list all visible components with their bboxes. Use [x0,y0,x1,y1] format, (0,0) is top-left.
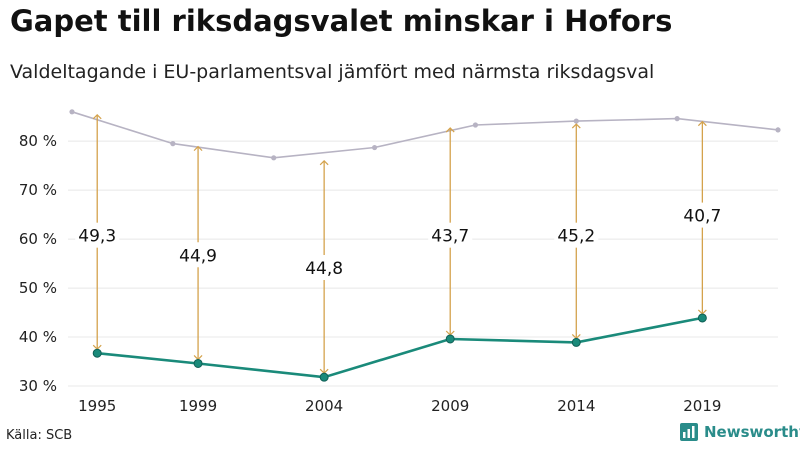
eu-point [571,337,581,347]
eu-line [97,316,703,379]
x-tick-label: 1995 [78,397,116,415]
eu-series [92,313,707,382]
gap-label: 44,8 [305,259,343,279]
riksdag-point [271,155,277,161]
x-tick-label: 2019 [683,397,721,415]
y-tick-label: 40 % [19,328,57,346]
y-tick-label: 30 % [19,377,57,395]
riksdag-point [674,116,680,122]
brand-name: Newsworthy [704,423,800,441]
gap-label: 43,7 [431,227,469,247]
gap-label-bg [302,254,347,280]
brand-logo[interactable]: Newsworthy [680,423,800,441]
gap-label: 40,7 [683,207,721,227]
grid-lines [68,140,778,387]
x-tick-label: 1999 [179,397,217,415]
gap-label: 44,9 [179,246,217,266]
eu-point [445,334,455,344]
gap-label-bg [428,222,473,248]
riksdag-series [69,109,781,161]
eu-point [697,313,707,323]
x-tick-label: 2009 [431,397,469,415]
riksdag-point [170,141,176,147]
source-note: Källa: SCB [6,428,73,443]
riksdag-point [573,118,579,124]
y-tick-label: 60 % [19,230,57,248]
riksdag-point [775,127,781,133]
riksdag-point [371,144,378,151]
riksdag-point [472,122,479,128]
eu-point [92,348,102,358]
gap-label-bg [680,202,725,228]
y-tick-label: 50 % [19,279,57,297]
eu-point [319,372,329,382]
y-axis: 30 % 40 % 50 % 60 % 70 % 80 % [19,132,57,395]
eu-point [193,358,203,368]
riksdag-line [71,111,779,159]
chart-subtitle: Valdeltagande i EU-parlamentsval jämfört… [10,61,655,83]
y-tick-label: 70 % [19,181,57,199]
riksdag-point [69,109,75,115]
gap-arrows: 49,3 44,9 44,8 43,7 45,2 40,7 [75,113,725,375]
y-tick-label: 80 % [19,132,57,150]
x-tick-label: 2004 [305,397,343,415]
gap-label: 49,3 [78,227,116,247]
x-axis: 1995 1999 2004 2009 2014 2019 [78,397,721,415]
gap-label-bg [554,222,599,248]
newsworthy-logo-icon [680,423,698,441]
gap-label-bg [176,242,221,268]
gap-label-bg [75,222,120,248]
x-tick-label: 2014 [557,397,595,415]
chart-title: Gapet till riksdagsvalet minskar i Hofor… [10,4,673,38]
gap-label: 45,2 [557,227,595,247]
